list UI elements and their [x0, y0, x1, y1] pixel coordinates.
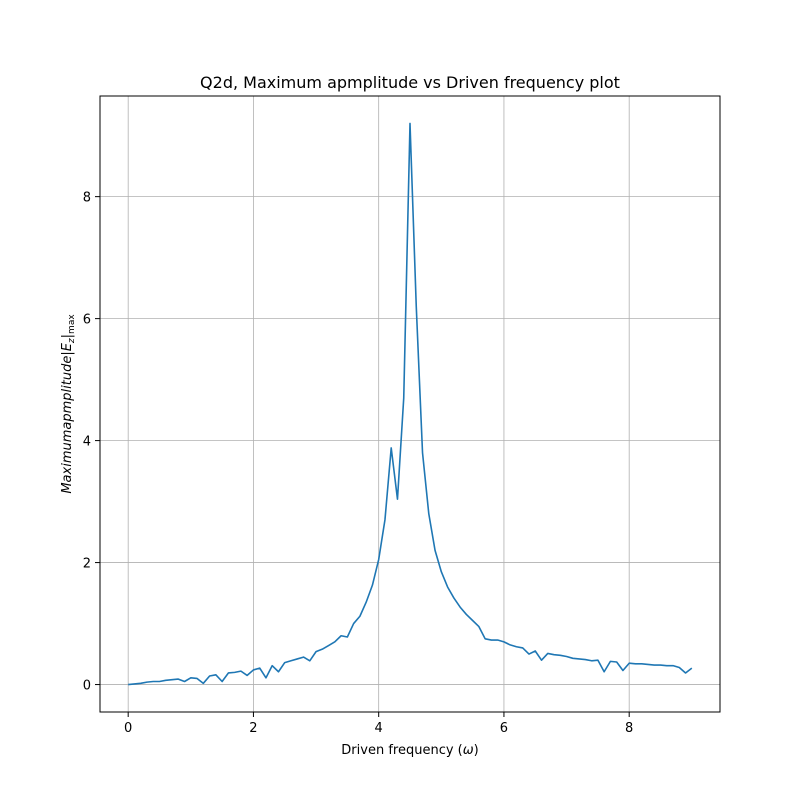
y-tick-label: 8: [83, 191, 91, 206]
y-tick-label: 2: [83, 557, 91, 572]
series-line: [128, 122, 693, 686]
y-tick-label: 0: [83, 679, 91, 694]
axes-frame: [99, 95, 721, 713]
chart-title: Q2d, Maximum apmplitude vs Driven freque…: [200, 73, 620, 92]
x-tick-label: 8: [625, 721, 633, 736]
x-tick-label: 2: [249, 721, 257, 736]
x-axis-label: Driven frequency (ω): [341, 743, 478, 758]
x-tick-label: 0: [124, 721, 132, 736]
y-axis-label: Maximumapmplitude|Ez|max: [60, 314, 77, 494]
y-tick-label: 6: [83, 313, 91, 328]
data-layer: [128, 122, 693, 686]
x-tick-label: 4: [375, 721, 383, 736]
x-tick-label: 6: [500, 721, 508, 736]
ticks: 0 2 4 6 8 0 2 4 6 8: [83, 191, 634, 736]
y-tick-label: 4: [83, 435, 91, 450]
grid: [100, 96, 720, 712]
